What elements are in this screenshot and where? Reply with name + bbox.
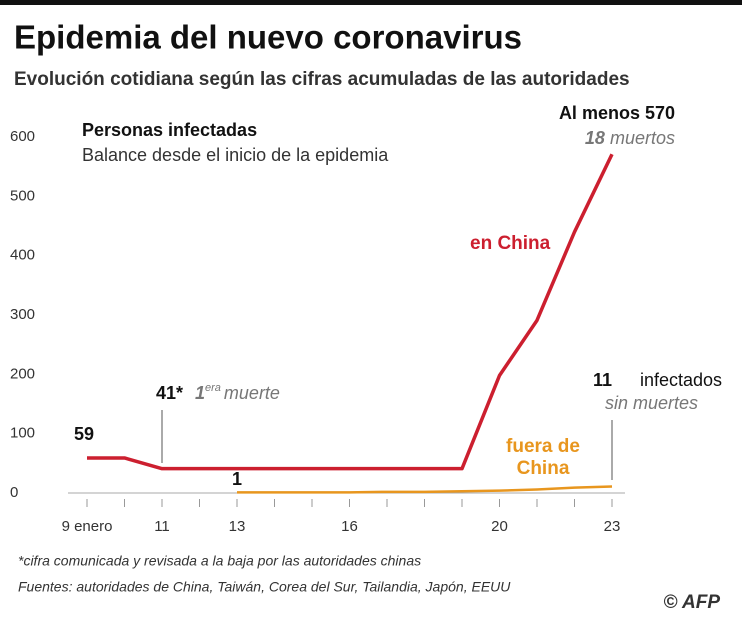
top-bar (0, 0, 742, 5)
series-line (87, 153, 614, 471)
annotation: 18 (585, 128, 605, 148)
x-tick-label: 9 enero (62, 518, 113, 535)
annotation: 1era muerte (195, 382, 280, 403)
sources: Fuentes: autoridades de China, Taiwán, C… (18, 579, 511, 595)
legend-label: en China (470, 233, 551, 254)
y-tick-label: 0 (10, 484, 18, 501)
annotation: 1 (195, 383, 205, 403)
data-label: 11 (593, 370, 612, 390)
annotation: Al menos 570 (559, 103, 675, 123)
annotation: infectados (640, 370, 722, 390)
legend-label: fuera de China (506, 436, 580, 479)
x-tick-label: 20 (491, 518, 508, 535)
heading: Personas infectadas (82, 120, 257, 140)
y-tick-label: 200 (10, 365, 35, 382)
annotation: era (205, 382, 221, 394)
data-label: 59 (74, 424, 94, 444)
annotation: 18 muertos (585, 128, 675, 148)
chart-subtitle: Evolución cotidiana según las cifras acu… (14, 69, 630, 90)
y-tick-label: 100 (10, 425, 35, 442)
subheading: Balance desde el inicio de la epidemia (82, 145, 389, 165)
annotation: muertos (610, 128, 675, 148)
annotation: sin muertes (605, 393, 698, 413)
x-tick-label: 13 (229, 518, 246, 535)
x-tick-label: 16 (341, 518, 358, 535)
credit: © AFP (663, 592, 720, 613)
y-tick-label: 300 (10, 306, 35, 323)
series-line (237, 485, 613, 494)
footnote: *cifra comunicada y revisada a la baja p… (18, 553, 421, 569)
data-label: 41* (156, 383, 183, 403)
y-tick-label: 600 (10, 128, 35, 145)
data-label: 1 (232, 469, 242, 489)
x-tick-label: 23 (604, 518, 621, 535)
chart-title: Epidemia del nuevo coronavirus (14, 19, 522, 56)
x-tick-label: 11 (154, 518, 170, 535)
y-tick-label: 500 (10, 187, 35, 204)
y-tick-label: 400 (10, 247, 35, 264)
annotation: muerte (224, 383, 280, 403)
